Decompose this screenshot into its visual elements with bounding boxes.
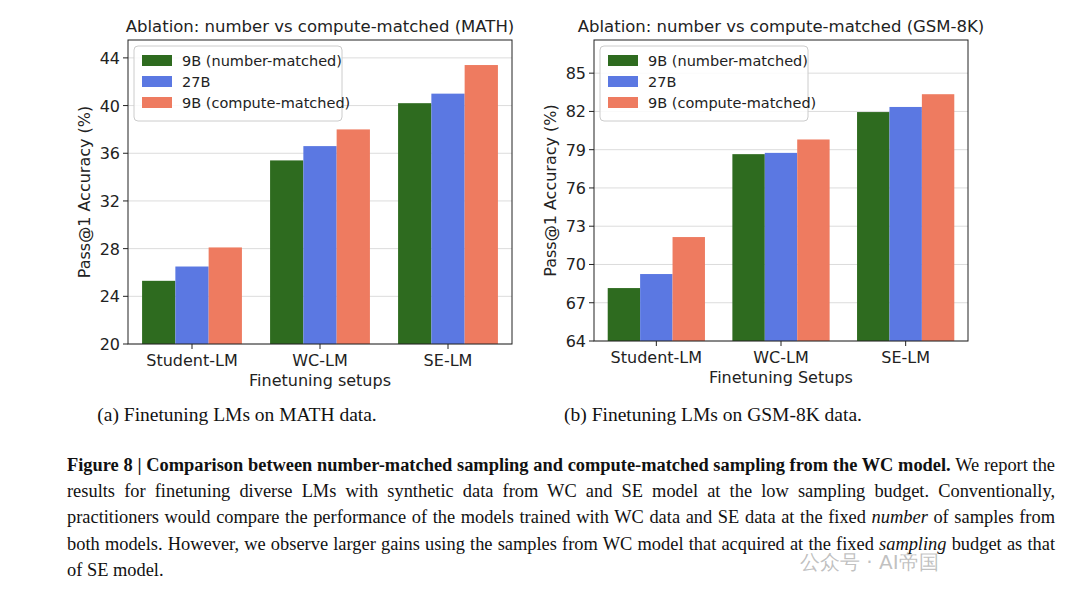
- bar: [889, 107, 921, 341]
- y-tick-label: 36: [100, 144, 120, 163]
- bar: [765, 153, 797, 341]
- x-tick-label: WC-LM: [753, 348, 808, 367]
- legend-swatch: [608, 97, 638, 108]
- legend-label: 9B (number-matched): [182, 53, 342, 69]
- y-tick-label: 67: [566, 294, 586, 313]
- y-tick-label: 73: [566, 217, 586, 236]
- y-tick: [589, 187, 594, 188]
- x-axis-label: Finetuning setups: [249, 371, 391, 390]
- y-tick: [589, 226, 594, 227]
- x-tick-label: SE-LM: [424, 351, 473, 370]
- plot-frame: [128, 40, 512, 344]
- x-tick-label: Student-LM: [146, 351, 237, 370]
- legend: 9B (number-matched) 27B 9B (compute-matche…: [134, 46, 350, 121]
- bar: [673, 237, 705, 341]
- y-tick-label: 32: [100, 192, 120, 211]
- x-tick-label: SE-LM: [881, 348, 930, 367]
- bar: [209, 247, 242, 344]
- legend-label: 9B (compute-matched): [182, 95, 350, 111]
- y-tick-label: 28: [100, 240, 120, 259]
- y-tick-label: 76: [566, 179, 586, 198]
- x-tick: [448, 344, 449, 349]
- bar: [337, 129, 370, 344]
- bar: [797, 139, 829, 341]
- x-tick-label: Student-LM: [611, 348, 702, 367]
- x-tick: [320, 344, 321, 349]
- bar: [398, 103, 431, 344]
- legend-swatch: [142, 76, 172, 87]
- y-tick-label: 82: [566, 102, 586, 121]
- y-tick: [589, 302, 594, 303]
- chart: 64 67 70 73 76 79 82 85 Student-LM WC-LM SE-LM Abla…: [541, 17, 984, 426]
- y-tick-label: 24: [100, 287, 120, 306]
- y-tick: [123, 344, 128, 345]
- chart-title: Ablation: number vs compute-matched (GSM…: [578, 17, 985, 36]
- subcaption: (a) Finetuning LMs on MATH data.: [97, 404, 376, 426]
- bar: [857, 112, 889, 341]
- bar: [431, 94, 464, 344]
- y-tick: [123, 153, 128, 154]
- bar: [732, 154, 764, 341]
- legend-label: 9B (compute-matched): [648, 95, 816, 111]
- legend-label: 27B: [648, 74, 676, 90]
- watermark: 公众号 · AI帝国: [800, 549, 939, 576]
- bar: [608, 288, 640, 341]
- x-tick: [781, 341, 782, 346]
- subcaption: (b) Finetuning LMs on GSM-8K data.: [564, 404, 862, 426]
- caption-label: Figure 8 |: [67, 455, 141, 475]
- legend-swatch: [608, 55, 638, 66]
- bar: [922, 94, 954, 341]
- bar: [175, 267, 208, 344]
- x-tick: [192, 344, 193, 349]
- bars: [142, 65, 498, 344]
- y-tick: [123, 105, 128, 106]
- legend: 9B (number-matched) 27B 9B (compute-matche…: [600, 46, 816, 121]
- bar: [465, 65, 498, 344]
- y-tick-label: 40: [100, 97, 120, 116]
- y-tick: [589, 149, 594, 150]
- legend-label: 27B: [182, 74, 210, 90]
- y-tick: [589, 73, 594, 74]
- bar: [303, 146, 336, 344]
- x-tick-label: WC-LM: [292, 351, 347, 370]
- y-tick: [123, 296, 128, 297]
- bar: [640, 274, 672, 341]
- y-tick: [123, 57, 128, 58]
- x-tick: [905, 341, 906, 346]
- legend-swatch: [142, 55, 172, 66]
- plot-frame: [594, 40, 968, 341]
- y-tick-label: 20: [100, 335, 120, 354]
- y-tick-label: 64: [566, 332, 586, 351]
- chart: 20 24 28 32 36 40 44 Student-LM WC-LM SE-LM Ablati…: [75, 17, 514, 426]
- x-axis-label: Finetuning Setups: [709, 368, 853, 387]
- caption-heading: Figure 8 | Comparison between number-mat…: [67, 455, 951, 475]
- x-tick: [656, 341, 657, 346]
- caption-text: number: [872, 507, 928, 527]
- y-axis-label: Pass@1 Accuracy (%): [75, 106, 94, 279]
- bar: [270, 160, 303, 344]
- legend-label: 9B (number-matched): [648, 53, 808, 69]
- y-tick-label: 70: [566, 255, 586, 274]
- chart-title: Ablation: number vs compute-matched (MAT…: [126, 17, 515, 36]
- bars: [608, 94, 955, 341]
- y-tick: [589, 341, 594, 342]
- y-tick: [589, 264, 594, 265]
- y-axis-label: Pass@1 Accuracy (%): [541, 104, 560, 277]
- y-tick-label: 85: [566, 64, 586, 83]
- y-tick: [589, 111, 594, 112]
- y-tick: [123, 200, 128, 201]
- y-tick: [123, 248, 128, 249]
- legend-swatch: [608, 76, 638, 87]
- y-tick-label: 79: [566, 141, 586, 160]
- y-tick-label: 44: [100, 49, 120, 68]
- bar: [142, 281, 175, 344]
- legend-swatch: [142, 97, 172, 108]
- caption-title: Comparison between number-matched sampli…: [146, 455, 951, 475]
